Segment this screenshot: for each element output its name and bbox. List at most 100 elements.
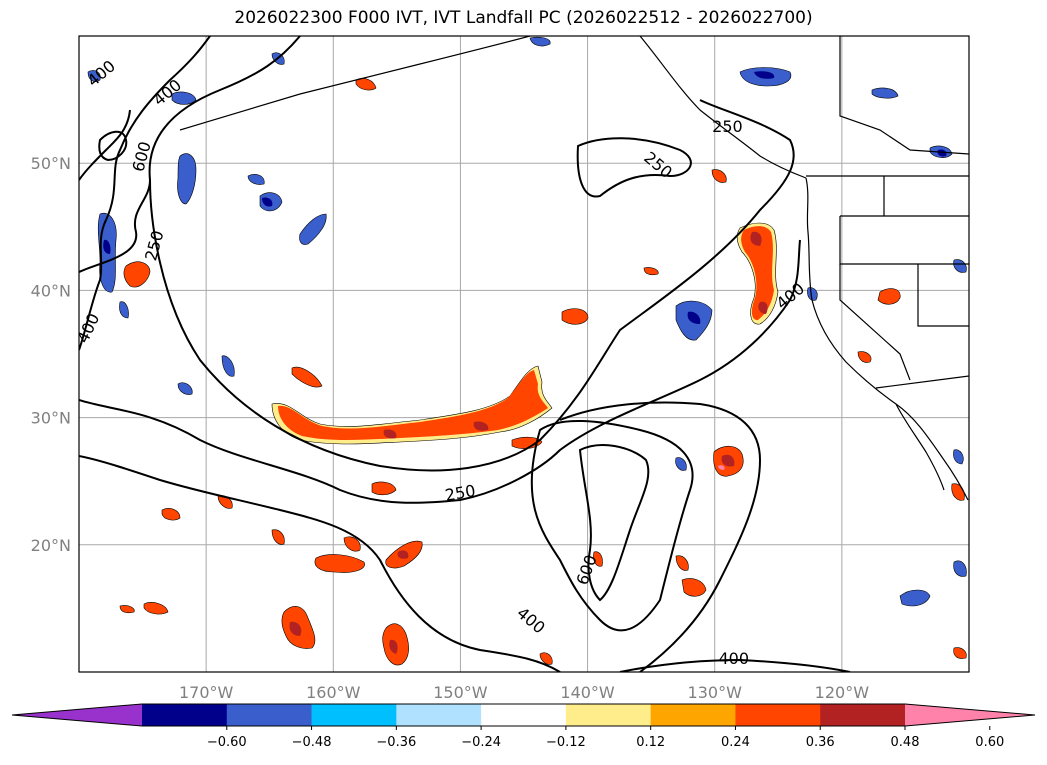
ivt-coast-california-inner (741, 226, 774, 321)
lon-tick-label: 150°W (433, 683, 488, 702)
ivt-blob-24 (119, 605, 135, 614)
contour-400-southeast (619, 658, 851, 672)
ivt-blob-13 (143, 602, 169, 615)
colorbar-extend-low (12, 704, 142, 726)
ivt-neg-7 (171, 91, 197, 105)
ivt-blob-22 (539, 652, 553, 665)
ivt-blob-8 (291, 366, 323, 388)
contour-400-band (79, 239, 801, 504)
ivt-neg-10 (87, 70, 101, 82)
coast-alaska-south (639, 36, 807, 179)
lat-tick-label: 20°N (31, 536, 71, 555)
lat-tick-label: 30°N (31, 409, 71, 428)
contour-400-west (79, 36, 211, 351)
ivt-blob-26 (643, 267, 659, 276)
ivt-neg-3 (299, 213, 327, 245)
ivt-negative-cores (103, 71, 947, 324)
colorbar-segment (650, 704, 736, 726)
lon-tick-label: 140°W (560, 683, 615, 702)
ivt-blob-10 (371, 481, 397, 496)
contour-250-nw (79, 109, 131, 181)
contour-600-west (98, 130, 128, 162)
colorbar-segment (820, 704, 906, 726)
contour-label: 400 (719, 649, 750, 668)
contour-250-gulf (576, 137, 692, 198)
colorbar-tick-label: −0.12 (546, 735, 586, 750)
ivt-blob-18 (593, 551, 603, 567)
ivt-neg-core-3 (262, 197, 273, 207)
colorbar-segment (396, 704, 482, 726)
contour-250-basin (149, 99, 795, 472)
ivt-neg-11 (221, 355, 235, 377)
ivt-blob-12 (161, 508, 181, 521)
colorbar-segment (565, 704, 652, 726)
ivt-core-5 (289, 621, 302, 636)
ivt-core-7 (721, 454, 735, 467)
ivt-blob-6 (561, 308, 589, 325)
contour-600-inner (578, 444, 650, 602)
longitude-tick-labels: 170°W 160°W 150°W 140°W 130°W 120°W (179, 683, 869, 702)
lon-tick-label: 120°W (815, 683, 870, 702)
contour-400-se-loop (559, 401, 762, 672)
ivt-neg-core-5 (103, 239, 111, 254)
ivt-neg-14 (871, 87, 899, 99)
ivt-neg-core-2 (687, 311, 701, 324)
colorbar-tick-label: −0.36 (376, 735, 416, 750)
ivt-core-8 (397, 550, 409, 559)
ivt-neg-15 (247, 174, 265, 185)
colorbar-tick-label: −0.60 (207, 735, 247, 750)
ivt-neg-22 (953, 449, 964, 465)
coast-alaska-aleutians (179, 36, 531, 131)
ivt-positive-cores (289, 231, 768, 654)
contour-label: 250 (712, 117, 743, 136)
colorbar-extend-high (905, 704, 1035, 726)
ivt-core-4 (758, 301, 768, 314)
border-us-mexico (875, 375, 969, 389)
border-ca-nv (839, 264, 911, 381)
colorbar-tick-label: 0.60 (975, 735, 1004, 750)
ivt-neg-12 (177, 382, 193, 395)
colorbar-segment (142, 704, 228, 726)
colorbar-tick-label: 0.24 (721, 735, 750, 750)
coastlines (179, 36, 969, 501)
colorbar: −0.60 −0.48 −0.36 −0.24 −0.12 0.12 0.24 0.36 0.4… (11, 703, 1036, 750)
lat-tick-label: 40°N (31, 281, 71, 300)
ivt-blob-17 (271, 529, 285, 545)
map-background (79, 36, 969, 672)
ivt-blob-23 (675, 555, 689, 571)
ivt-neg-8 (899, 589, 931, 607)
lon-tick-label: 170°W (179, 683, 234, 702)
ivt-core-6 (389, 639, 398, 654)
ivt-neg-19 (675, 457, 687, 471)
ivt-neg-13 (529, 36, 551, 47)
ivt-blob-5 (123, 261, 151, 288)
ivt-blob-9 (681, 578, 707, 597)
colorbar-tick-label: −0.24 (461, 735, 501, 750)
ivt-contours (79, 36, 851, 672)
ivt-neg-21 (119, 301, 129, 319)
ivt-blob-11 (511, 436, 543, 449)
latitude-tick-labels: 50°N 40°N 30°N 20°N (31, 154, 71, 555)
ivt-core-2 (383, 429, 397, 439)
colorbar-segment (311, 704, 397, 726)
ivt-core-9 (718, 465, 725, 470)
ivt-neg-17 (953, 259, 967, 273)
contour-600-east (530, 419, 694, 632)
ivt-blob-7 (877, 288, 901, 305)
lat-tick-label: 50°N (31, 154, 71, 173)
colorbar-tick-label: 0.36 (806, 735, 835, 750)
contour-400-south (79, 455, 561, 672)
colorbar-tick-label: 0.12 (636, 735, 665, 750)
map-frame (78, 35, 970, 673)
colorbar-segment (735, 704, 821, 726)
colorbar-tick-label: 0.48 (891, 735, 920, 750)
coast-bc-wa-or-ca (805, 177, 969, 501)
ivt-blob-16 (711, 169, 727, 183)
lon-tick-label: 160°W (306, 683, 361, 702)
ivt-neg-2 (177, 153, 197, 205)
coast-baja (895, 403, 945, 491)
colorbar-segment (226, 704, 313, 726)
ivt-blob-14 (343, 536, 361, 552)
